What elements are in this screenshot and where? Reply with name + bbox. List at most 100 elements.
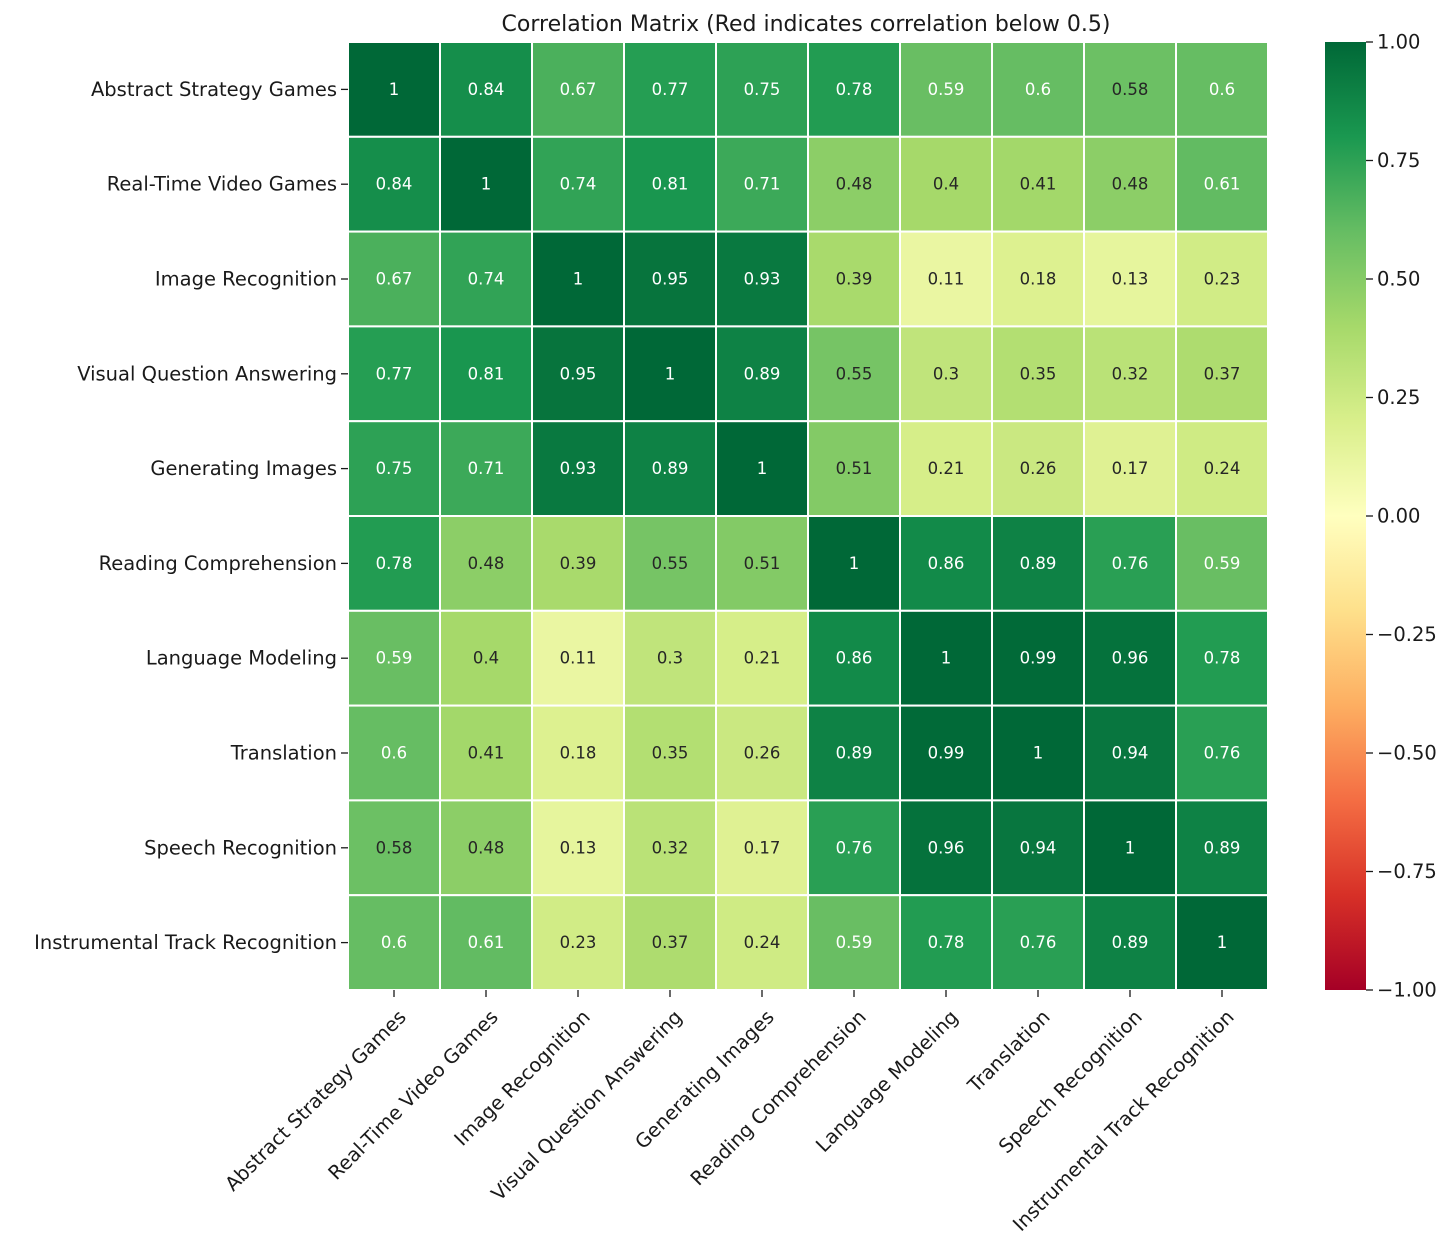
heatmap-cell <box>899 609 993 707</box>
y-tick-label: Language Modeling <box>146 647 337 670</box>
cell-value-label: 0.6 <box>1209 80 1235 99</box>
cell-value-label: 0.67 <box>560 80 597 99</box>
cell-value-label: 0.48 <box>468 554 505 573</box>
cell-value-label: 0.59 <box>928 80 965 99</box>
cell-value-label: 0.89 <box>1204 838 1241 857</box>
heatmap-cell <box>991 420 1085 518</box>
cell-value-label: 0.48 <box>1112 175 1149 194</box>
cell-value-label: 0.51 <box>836 459 873 478</box>
cell-value-label: 0.96 <box>928 838 965 857</box>
colorbar-tick-label: 0.00 <box>1377 505 1420 528</box>
heatmap-cell <box>807 325 901 423</box>
heatmap-cell <box>531 41 625 138</box>
heatmap-cell <box>1175 420 1269 518</box>
cell-value-label: 1 <box>1033 744 1044 763</box>
cell-value-label: 0.21 <box>744 649 781 668</box>
cell-value-label: 0.81 <box>652 175 689 194</box>
y-axis: Abstract Strategy Games Real-Time Video G… <box>34 78 348 954</box>
y-tick-label: Abstract Strategy Games <box>91 78 337 101</box>
heatmap-cell <box>531 420 625 518</box>
heatmap-cell <box>991 894 1085 992</box>
cell-value-label: 0.58 <box>1112 80 1149 99</box>
heatmap-cell <box>715 799 809 897</box>
cell-value-label: 0.95 <box>560 364 597 383</box>
cell-value-label: 0.26 <box>1020 459 1057 478</box>
heatmap-cell <box>1083 135 1177 233</box>
heatmap-cell <box>991 230 1085 328</box>
cell-value-label: 0.3 <box>933 364 959 383</box>
heatmap-cell <box>347 894 441 992</box>
heatmap-cell <box>715 515 809 612</box>
chart-title: Correlation Matrix (Red indicates correl… <box>502 12 1111 37</box>
heatmap-cell <box>1083 420 1177 518</box>
heatmap-cell <box>1083 230 1177 328</box>
cell-value-label: 0.32 <box>652 838 689 857</box>
cell-value-label: 0.89 <box>836 744 873 763</box>
cell-value-label: 0.61 <box>468 933 505 952</box>
cell-value-label: 0.18 <box>1020 270 1057 289</box>
cell-value-label: 0.17 <box>1112 459 1149 478</box>
cell-value-label: 0.26 <box>744 744 781 763</box>
y-tick-label: Generating Images <box>150 457 337 480</box>
cell-value-label: 0.93 <box>744 270 781 289</box>
cell-value-label: 0.4 <box>473 649 499 668</box>
heatmap-cell <box>899 704 993 802</box>
heatmap-cell <box>991 41 1085 138</box>
cell-value-label: 0.99 <box>928 744 965 763</box>
heatmap-cell <box>991 799 1085 897</box>
cell-value-label: 0.48 <box>468 838 505 857</box>
cell-value-label: 0.74 <box>468 270 505 289</box>
colorbar-tick-label: 0.50 <box>1377 268 1420 291</box>
cell-value-label: 0.59 <box>1204 554 1241 573</box>
cell-value-label: 0.78 <box>1204 649 1241 668</box>
cell-value-label: 1 <box>481 175 492 194</box>
cell-value-label: 0.13 <box>560 838 597 857</box>
heatmap-cell <box>623 515 717 612</box>
cell-value-label: 0.86 <box>836 649 873 668</box>
cell-value-label: 1 <box>849 554 860 573</box>
cell-value-label: 0.39 <box>560 554 597 573</box>
cell-value-label: 0.23 <box>1204 270 1241 289</box>
y-tick-label: Instrumental Track Recognition <box>34 931 337 954</box>
heatmap-cell <box>807 609 901 707</box>
cell-value-label: 0.41 <box>1020 175 1057 194</box>
heatmap-cell <box>715 420 809 518</box>
heatmap-cell <box>807 135 901 233</box>
heatmap-cell <box>347 41 441 138</box>
cell-value-label: 0.17 <box>744 838 781 857</box>
heatmap-cell <box>807 894 901 992</box>
cell-value-label: 0.89 <box>1112 933 1149 952</box>
cell-value-label: 0.6 <box>381 933 407 952</box>
cell-value-label: 0.78 <box>928 933 965 952</box>
cell-value-label: 0.78 <box>376 554 413 573</box>
cell-value-label: 1 <box>573 270 584 289</box>
heatmap-cell-labels: 1 0.84 0.67 0.77 0.75 0.78 0.59 0.6 0.58 0.6 0.84 1… <box>376 80 1241 952</box>
cell-value-label: 0.76 <box>1112 554 1149 573</box>
cell-value-label: 0.37 <box>1204 364 1241 383</box>
x-tick-label: Abstract Strategy Games <box>220 1005 410 1195</box>
heatmap-cell <box>1083 894 1177 992</box>
colorbar-tick-label: −0.25 <box>1377 623 1437 646</box>
cell-value-label: 1 <box>665 364 676 383</box>
cell-value-label: 0.61 <box>1204 175 1241 194</box>
y-tick-label: Real-Time Video Games <box>107 173 337 196</box>
cell-value-label: 0.81 <box>468 364 505 383</box>
cell-value-label: 0.89 <box>652 459 689 478</box>
cell-value-label: 0.84 <box>468 80 505 99</box>
heatmap-cell <box>439 135 533 233</box>
heatmap-cell <box>991 135 1085 233</box>
heatmap-cell <box>1083 515 1177 612</box>
heatmap-cell <box>623 799 717 897</box>
heatmap-cell <box>1175 230 1269 328</box>
cell-value-label: 0.35 <box>1020 364 1057 383</box>
cell-value-label: 0.89 <box>744 364 781 383</box>
cell-value-label: 0.77 <box>376 364 413 383</box>
heatmap-cell <box>899 325 993 423</box>
cell-value-label: 0.76 <box>1020 933 1057 952</box>
x-tick-label: Translation <box>963 1005 1055 1097</box>
heatmap-cell <box>899 894 993 992</box>
cell-value-label: 0.11 <box>560 649 597 668</box>
cell-value-label: 0.77 <box>652 80 689 99</box>
heatmap-cell <box>347 609 441 707</box>
